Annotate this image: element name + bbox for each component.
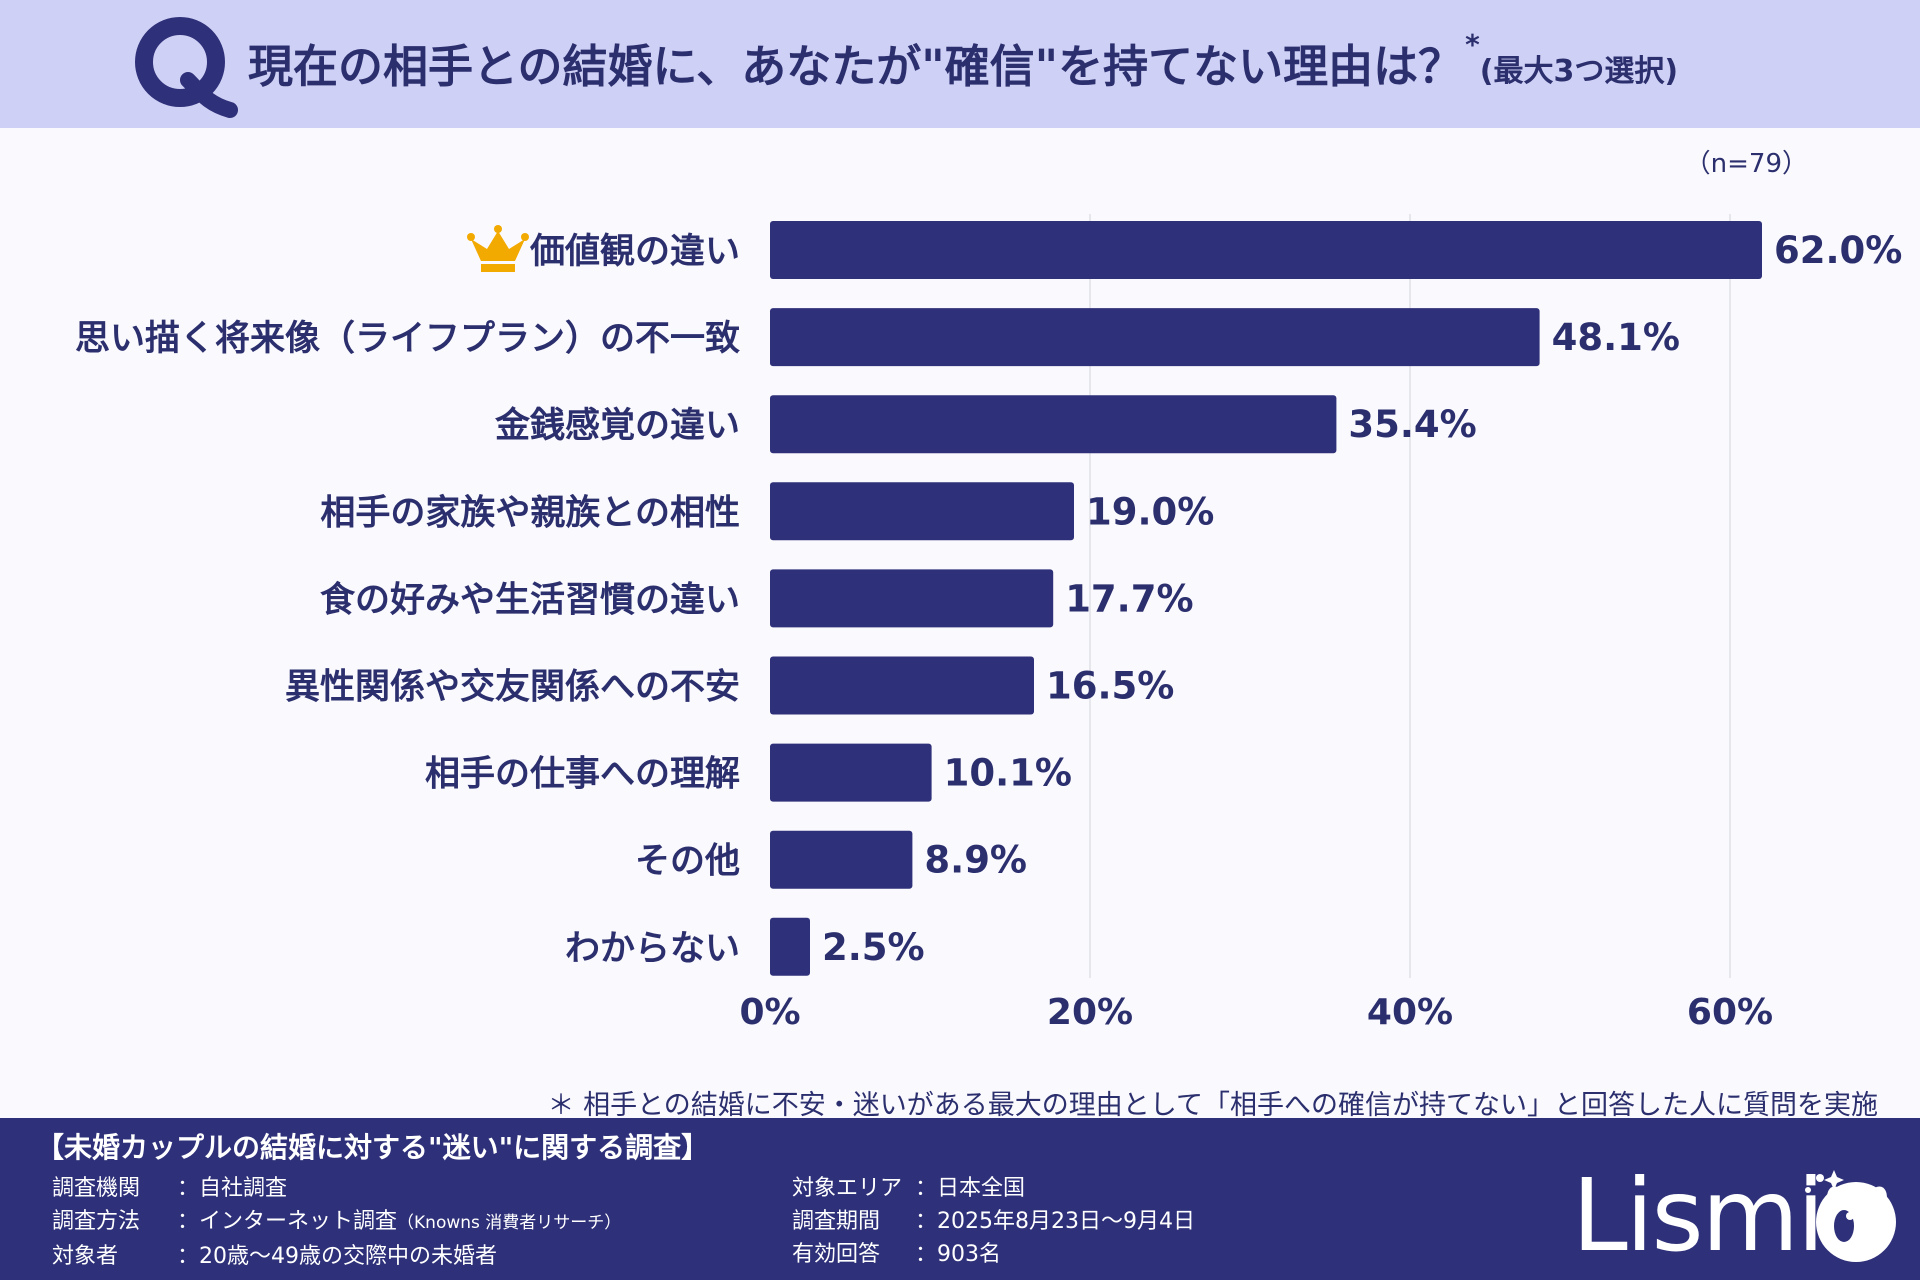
- data-label: 17.7%: [1065, 577, 1193, 620]
- footer-panel: 【未婚カップルの結婚に対する"迷い"に関する調査】 調査機関 ：自社調査 調査方…: [0, 1118, 1920, 1280]
- bar: [770, 482, 1074, 541]
- category-label: 相手の家族や親族との相性: [320, 493, 740, 533]
- data-label: 19.0%: [1086, 490, 1214, 533]
- info-value: ：自社調査: [177, 1176, 288, 1201]
- page-title: 現在の相手との結婚に、あなたが"確信"を持てない理由は？ * (最大3つ選択): [248, 30, 1678, 100]
- info-label: 調査方法: [52, 1209, 141, 1234]
- x-tick-label: 60%: [1687, 992, 1773, 1033]
- sample-size-label: （n=79）: [1684, 149, 1808, 179]
- data-label: 10.1%: [944, 752, 1072, 795]
- crown-icon: [466, 225, 529, 272]
- info-label: 対象エリア: [792, 1176, 903, 1201]
- info-label: 有効回答: [792, 1242, 881, 1267]
- info-row-agency: 調査機関 ：自社調査: [52, 1172, 621, 1205]
- info-row-target: 対象者 ：20歳〜49歳の交際中の未婚者: [52, 1240, 621, 1273]
- category-label: 金銭感覚の違い: [494, 405, 740, 446]
- bar: [770, 569, 1054, 628]
- x-tick-label: 20%: [1047, 992, 1133, 1033]
- footnote: ＊ 相手との結婚に不安・迷いがある最大の理由として「相手への確信が持てない」と回…: [547, 1090, 1878, 1121]
- data-label: 48.1%: [1552, 316, 1680, 359]
- category-label: わからない: [565, 929, 740, 969]
- data-label: 16.5%: [1046, 665, 1174, 708]
- mascot-icon: [1805, 1170, 1896, 1262]
- category-label: 思い描く将来像（ライフプラン）の不一致: [75, 319, 740, 359]
- data-label: 35.4%: [1348, 403, 1476, 446]
- info-label: 調査機関: [52, 1176, 141, 1201]
- header-band: Q 現在の相手との結婚に、あなたが"確信"を持てない理由は？ * (最大3つ選択…: [0, 0, 1920, 128]
- data-label: 62.0%: [1774, 229, 1902, 272]
- category-label: 異性関係や交友関係への不安: [285, 667, 740, 708]
- bar: [770, 395, 1337, 454]
- bar: [770, 743, 932, 802]
- survey-title: 【未婚カップルの結婚に対する"迷い"に関する調査】: [36, 1131, 710, 1164]
- info-row-area: 対象エリア ：日本全国: [792, 1172, 1195, 1205]
- data-label: 8.9%: [924, 839, 1027, 882]
- bar: [770, 917, 810, 976]
- data-label: 2.5%: [822, 926, 925, 969]
- title-subtitle: (最大3つ選択): [1479, 54, 1679, 89]
- info-row-period: 調査期間 ：2025年8月23日〜9月4日: [792, 1205, 1195, 1238]
- info-label: 対象者: [52, 1244, 119, 1269]
- category-label: その他: [635, 842, 740, 882]
- info-note: （Knowns 消費者リサーチ）: [397, 1213, 622, 1233]
- brand-logo: Lismi: [1572, 1160, 1902, 1272]
- title-main: 現在の相手との結婚に、あなたが"確信"を持てない理由は？: [248, 40, 1464, 93]
- title-asterisk: *: [1465, 28, 1480, 61]
- category-label: 食の好みや生活習慣の違い: [320, 579, 740, 620]
- bar: [770, 221, 1762, 279]
- bar: [770, 308, 1540, 367]
- brand-name: Lismi: [1572, 1157, 1825, 1274]
- x-tick-label: 40%: [1367, 992, 1453, 1033]
- survey-info-right: 対象エリア ：日本全国 調査期間 ：2025年8月23日〜9月4日 有効回答 ：…: [792, 1172, 1195, 1271]
- category-label: 価値観の違い: [529, 232, 740, 272]
- info-value: ：20歳〜49歳の交際中の未婚者: [177, 1244, 497, 1269]
- info-value: ：2025年8月23日〜9月4日: [915, 1209, 1195, 1234]
- bar-chart: 0% 20% 40% 60% 62.0% 価値観の違い 48.1% 思い描く将来像（ライフプラ…: [75, 214, 1902, 1033]
- info-row-method: 調査方法 ：インターネット調査（Knowns 消費者リサーチ）: [52, 1205, 621, 1240]
- q-logo-icon: Q: [135, 17, 238, 118]
- bar: [770, 656, 1034, 715]
- bar: [770, 830, 913, 889]
- category-label: 相手の仕事への理解: [425, 755, 740, 795]
- info-label: 調査期間: [792, 1209, 881, 1234]
- survey-info-left: 調査機関 ：自社調査 調査方法 ：インターネット調査（Knowns 消費者リサー…: [52, 1172, 621, 1273]
- info-value: ：日本全国: [915, 1176, 1026, 1201]
- info-row-responses: 有効回答 ：903名: [792, 1238, 1195, 1271]
- info-value: ：インターネット調査: [177, 1209, 398, 1234]
- x-tick-label: 0%: [739, 992, 800, 1033]
- info-value: ：903名: [915, 1242, 1001, 1267]
